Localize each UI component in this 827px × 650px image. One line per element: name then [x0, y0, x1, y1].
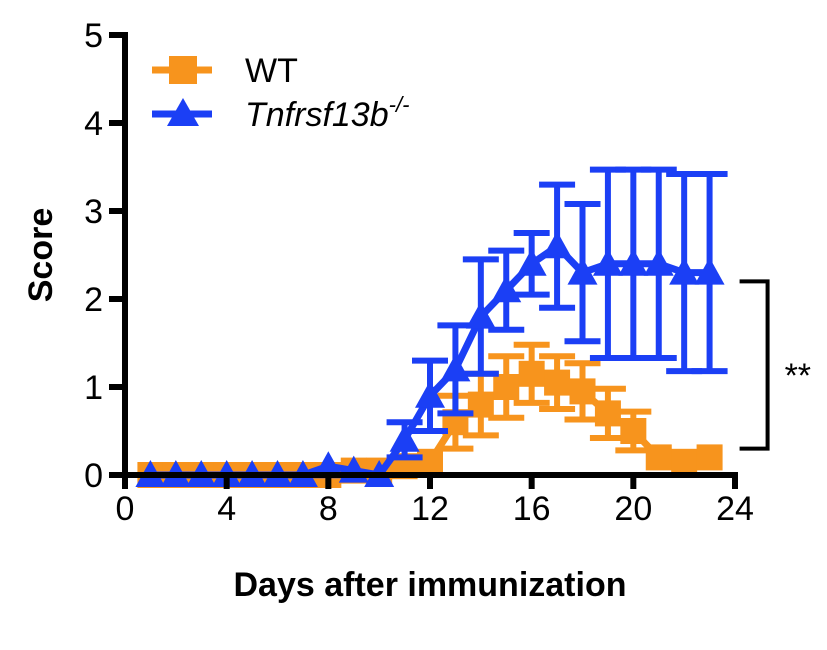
y-tick-label: 2: [84, 281, 103, 319]
x-tick-label: 0: [116, 490, 135, 528]
series-tnfrsf13b: [135, 166, 728, 487]
legend-marker: [167, 98, 199, 126]
x-tick-label: 20: [614, 490, 652, 528]
legend-entry-tnfrsf13b: Tnfrsf13b-/-: [152, 92, 409, 134]
y-tick-label: 1: [84, 369, 103, 407]
data-point: [694, 257, 725, 285]
x-tick-label: 24: [716, 490, 754, 528]
data-point: [415, 380, 445, 408]
data-point: [518, 360, 545, 387]
plot-area: [135, 166, 728, 488]
x-tick-label: 4: [217, 490, 236, 528]
legend-label-superscript: -/-: [389, 92, 410, 117]
data-point: [643, 248, 674, 276]
data-point: [669, 257, 700, 285]
data-point: [491, 275, 522, 303]
data-point: [313, 451, 344, 479]
data-point: [569, 378, 596, 405]
data-point: [544, 369, 571, 396]
y-tick-label: 0: [84, 457, 103, 495]
data-point: [465, 301, 496, 329]
legend-entry-wt: WT: [152, 52, 298, 90]
data-point: [594, 400, 621, 427]
data-point: [493, 374, 520, 400]
y-tick-label: 4: [84, 105, 103, 143]
data-point: [592, 248, 623, 276]
data-point: [542, 231, 573, 259]
x-tick-label: 16: [513, 490, 551, 528]
legend-label: WT: [245, 52, 298, 90]
bracket-line: [739, 279, 770, 451]
data-point: [567, 257, 598, 285]
data-point: [440, 354, 471, 382]
legend-label: Tnfrsf13b-/-: [245, 92, 409, 134]
x-tick-label: 8: [319, 490, 338, 528]
data-point: [516, 248, 547, 276]
x-axis-title: Days after immunization: [234, 566, 627, 604]
data-point: [620, 418, 647, 444]
significance-label: **: [785, 357, 811, 395]
y-tick-label: 5: [84, 17, 103, 55]
y-tick-label: 3: [84, 193, 103, 231]
data-point: [417, 448, 443, 475]
legend-marker: [169, 56, 197, 84]
data-point: [618, 248, 649, 276]
data-point: [389, 424, 420, 452]
data-point: [645, 444, 672, 471]
significance-bracket: **: [739, 279, 811, 451]
data-point: [696, 444, 723, 471]
y-axis-title: Score: [22, 208, 60, 303]
data-point: [671, 448, 698, 475]
x-tick-label: 12: [411, 490, 449, 528]
